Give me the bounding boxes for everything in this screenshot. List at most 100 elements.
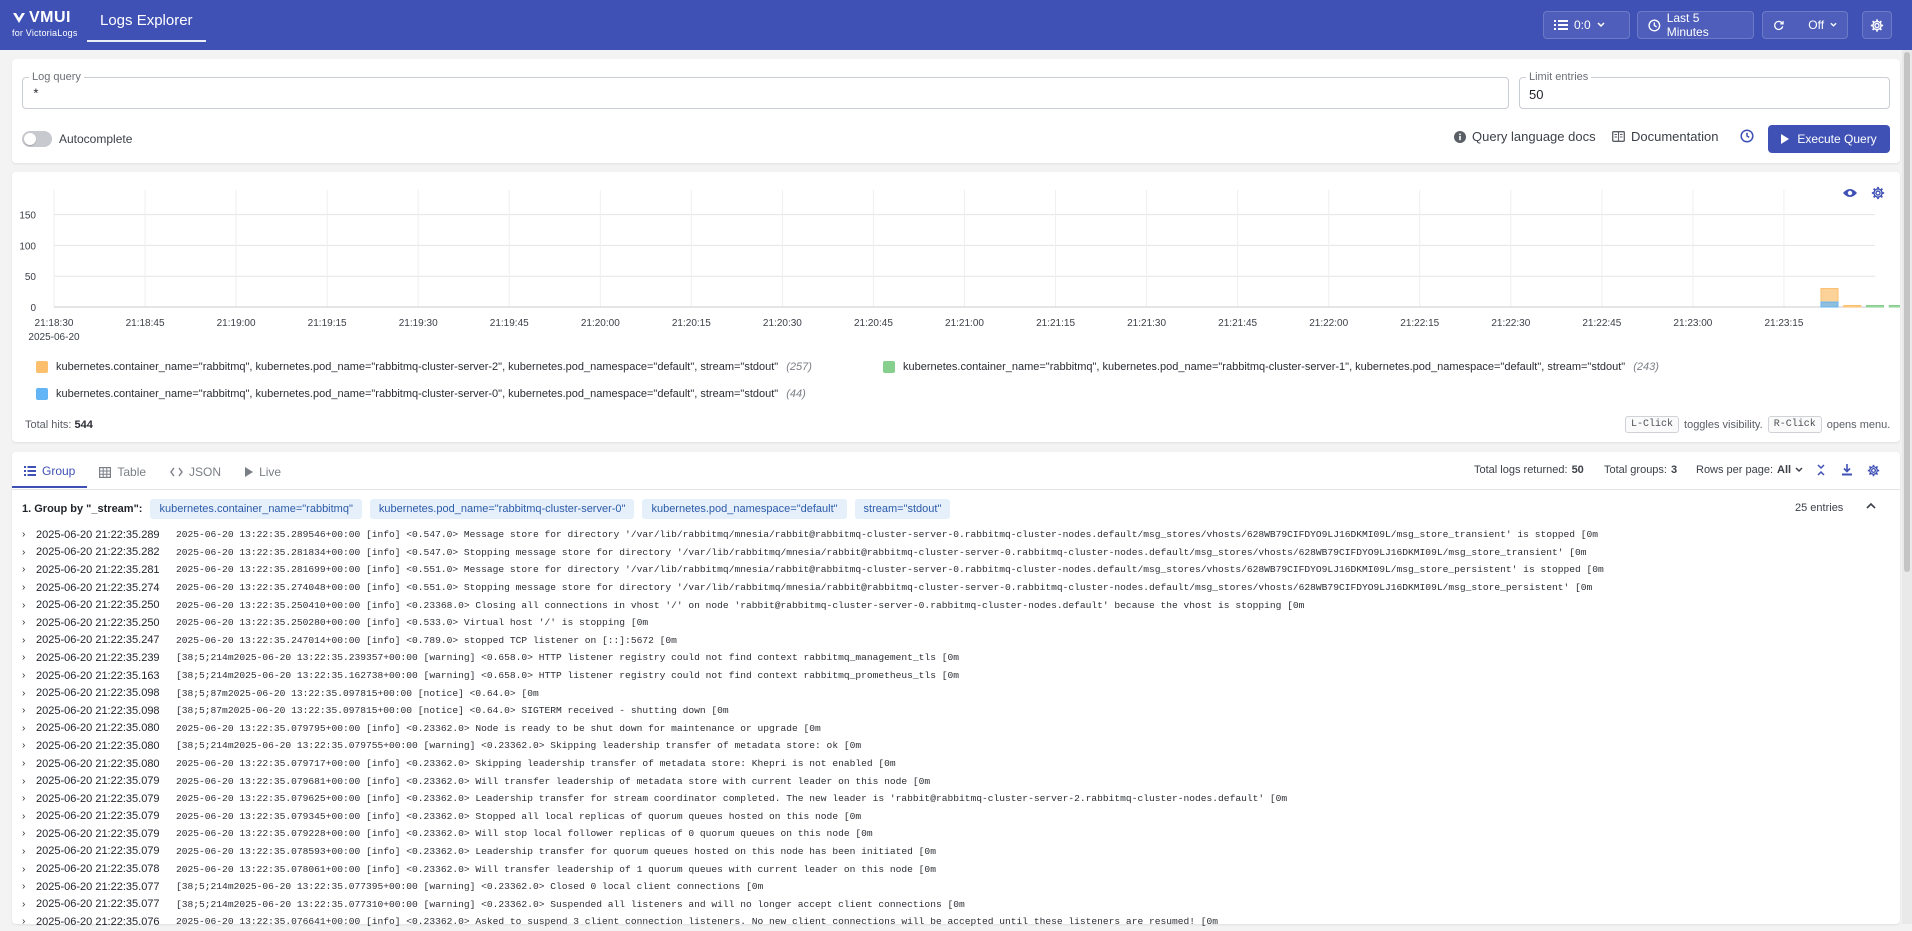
expand-chevron-icon[interactable]: ›	[22, 916, 26, 928]
app-logo[interactable]: VMUI for VictoriaLogs	[12, 9, 90, 41]
expand-chevron-icon[interactable]: ›	[22, 845, 26, 857]
legend-item-server-0[interactable]: kubernetes.container_name="rabbitmq", ku…	[36, 388, 806, 400]
group-header[interactable]: 1. Group by "_stream": kubernetes.contai…	[22, 499, 951, 519]
refresh-selector[interactable]: Off	[1762, 11, 1848, 39]
log-row[interactable]: › 2025-06-20 21:22:35.098 [38;5;87m2025-0…	[22, 684, 1892, 702]
log-row[interactable]: › 2025-06-20 21:22:35.077 [38;5;214m2025-…	[22, 895, 1892, 913]
expand-chevron-icon[interactable]: ›	[22, 722, 26, 734]
log-row[interactable]: › 2025-06-20 21:22:35.163 [38;5;214m2025-…	[22, 667, 1892, 685]
expand-chevron-icon[interactable]: ›	[22, 793, 26, 805]
log-row[interactable]: › 2025-06-20 21:22:35.282 2025-06-20 13:22…	[22, 544, 1892, 562]
expand-chevron-icon[interactable]: ›	[22, 828, 26, 840]
hits-chart[interactable]: 0 50 100 150 21:18:30 21:18:45 21:19:00 21:19:1…	[12, 178, 1900, 348]
legend-item-server-2[interactable]: kubernetes.container_name="rabbitmq", ku…	[36, 361, 812, 373]
execute-query-button[interactable]: Execute Query	[1768, 125, 1890, 153]
log-row[interactable]: › 2025-06-20 21:22:35.239 [38;5;214m2025-…	[22, 649, 1892, 667]
log-message: 2025-06-20 13:22:35.289546+00:00 [info] …	[176, 529, 1599, 541]
expand-chevron-icon[interactable]: ›	[22, 881, 26, 893]
expand-chevron-icon[interactable]: ›	[22, 687, 26, 699]
log-row[interactable]: › 2025-06-20 21:22:35.250 2025-06-20 13:22…	[22, 614, 1892, 632]
total-logs-returned: Total logs returned: 50	[1474, 464, 1584, 476]
x-tick-label: 21:20:15	[672, 318, 711, 329]
logs-settings-button[interactable]	[1867, 464, 1880, 477]
log-row[interactable]: › 2025-06-20 21:22:35.079 2025-06-20 13:22…	[22, 808, 1892, 826]
y-tick-label: 100	[19, 241, 36, 252]
expand-chevron-icon[interactable]: ›	[22, 582, 26, 594]
stream-chip[interactable]: kubernetes.container_name="rabbitmq"	[150, 499, 362, 519]
time-range-selector[interactable]: Last 5 Minutes	[1637, 11, 1754, 39]
log-query-input[interactable]: Log query *	[22, 70, 1509, 109]
tenant-selector[interactable]: 0:0	[1543, 11, 1630, 39]
log-message: 2025-06-20 13:22:35.250280+00:00 [info] …	[176, 617, 649, 629]
log-row[interactable]: › 2025-06-20 21:22:35.289 2025-06-20 13:22…	[22, 526, 1892, 544]
log-row[interactable]: › 2025-06-20 21:22:35.250 2025-06-20 13:22…	[22, 596, 1892, 614]
stream-chip[interactable]: kubernetes.pod_name="rabbitmq-cluster-se…	[369, 499, 635, 519]
tab-group[interactable]: Group	[12, 456, 88, 488]
log-row[interactable]: › 2025-06-20 21:22:35.080 [38;5;214m2025-…	[22, 737, 1892, 755]
log-time: 2025-06-20 21:22:35.239	[36, 651, 160, 664]
documentation-link[interactable]: Documentation	[1612, 129, 1718, 144]
log-row[interactable]: › 2025-06-20 21:22:35.281 2025-06-20 13:22…	[22, 561, 1892, 579]
expand-chevron-icon[interactable]: ›	[22, 810, 26, 822]
log-message: 2025-06-20 13:22:35.079345+00:00 [info] …	[176, 810, 862, 822]
log-time: 2025-06-20 21:22:35.080	[36, 757, 160, 770]
expand-chevron-icon[interactable]: ›	[22, 599, 26, 611]
rows-per-page-selector[interactable]: Rows per page: All	[1696, 464, 1803, 476]
expand-chevron-icon[interactable]: ›	[22, 617, 26, 629]
query-docs-link[interactable]: Query language docs	[1454, 129, 1596, 144]
chart-bar	[1820, 301, 1839, 308]
limit-entries-label: Limit entries	[1526, 70, 1592, 84]
expand-chevron-icon[interactable]: ›	[22, 758, 26, 770]
expand-chevron-icon[interactable]: ›	[22, 775, 26, 787]
legend-item-server-1[interactable]: kubernetes.container_name="rabbitmq", ku…	[883, 361, 1659, 373]
download-button[interactable]	[1841, 464, 1853, 476]
limit-entries-input[interactable]: Limit entries 50	[1519, 70, 1890, 109]
legend-count: (257)	[786, 361, 812, 373]
expand-chevron-icon[interactable]: ›	[22, 670, 26, 682]
log-row[interactable]: › 2025-06-20 21:22:35.079 2025-06-20 13:22…	[22, 843, 1892, 861]
log-row[interactable]: › 2025-06-20 21:22:35.079 2025-06-20 13:22…	[22, 790, 1892, 808]
stream-chip[interactable]: stream="stdout"	[854, 499, 951, 519]
log-row[interactable]: › 2025-06-20 21:22:35.098 [38;5;87m2025-0…	[22, 702, 1892, 720]
expand-chevron-icon[interactable]: ›	[22, 529, 26, 541]
log-message: [38;5;214m2025-06-20 13:22:35.077310+00:…	[176, 898, 965, 910]
log-row[interactable]: › 2025-06-20 21:22:35.079 2025-06-20 13:22…	[22, 772, 1892, 790]
collapse-group-button[interactable]	[1866, 502, 1876, 509]
chart-hint: L-Click toggles visibility. R-Click open…	[1625, 416, 1890, 433]
page-scrollbar-thumb[interactable]	[1904, 52, 1910, 572]
rows-per-page-label: Rows per page:	[1696, 464, 1774, 476]
autocomplete-toggle[interactable]	[22, 131, 52, 147]
log-row[interactable]: › 2025-06-20 21:22:35.080 2025-06-20 13:22…	[22, 720, 1892, 738]
stream-chip[interactable]: kubernetes.pod_namespace="default"	[642, 499, 847, 519]
settings-button[interactable]	[1862, 11, 1892, 39]
chart-settings-button[interactable]	[1871, 185, 1885, 201]
log-row[interactable]: › 2025-06-20 21:22:35.079 2025-06-20 13:22…	[22, 825, 1892, 843]
x-tick-label: 21:22:45	[1582, 318, 1621, 329]
total-groups-label: Total groups:	[1604, 464, 1667, 476]
log-row[interactable]: › 2025-06-20 21:22:35.077 [38;5;214m2025-…	[22, 878, 1892, 896]
expand-chevron-icon[interactable]: ›	[22, 652, 26, 664]
log-row[interactable]: › 2025-06-20 21:22:35.080 2025-06-20 13:22…	[22, 755, 1892, 773]
toggle-chart-button[interactable]	[1842, 185, 1858, 201]
collapse-all-button[interactable]	[1815, 464, 1827, 476]
limit-entries-value: 50	[1529, 87, 1544, 102]
log-row[interactable]: › 2025-06-20 21:22:35.076 2025-06-20 13:22…	[22, 913, 1892, 931]
documentation-label: Documentation	[1631, 129, 1719, 144]
log-row[interactable]: › 2025-06-20 21:22:35.247 2025-06-20 13:22…	[22, 632, 1892, 650]
tab-json[interactable]: JSON	[158, 456, 233, 488]
expand-chevron-icon[interactable]: ›	[22, 898, 26, 910]
expand-chevron-icon[interactable]: ›	[22, 546, 26, 558]
expand-chevron-icon[interactable]: ›	[22, 740, 26, 752]
expand-chevron-icon[interactable]: ›	[22, 634, 26, 646]
autocomplete-label: Autocomplete	[59, 132, 133, 146]
expand-chevron-icon[interactable]: ›	[22, 564, 26, 576]
tab-live[interactable]: Live	[233, 456, 293, 488]
expand-chevron-icon[interactable]: ›	[22, 705, 26, 717]
log-row[interactable]: › 2025-06-20 21:22:35.274 2025-06-20 13:22…	[22, 579, 1892, 597]
log-row[interactable]: › 2025-06-20 21:22:35.078 2025-06-20 13:22…	[22, 860, 1892, 878]
nav-tab-logs-explorer[interactable]: Logs Explorer	[87, 0, 206, 42]
log-message: [38;5;87m2025-06-20 13:22:35.097815+00:0…	[176, 705, 729, 717]
expand-chevron-icon[interactable]: ›	[22, 863, 26, 875]
tab-table[interactable]: Table	[87, 456, 158, 488]
query-history-button[interactable]	[1740, 129, 1754, 143]
